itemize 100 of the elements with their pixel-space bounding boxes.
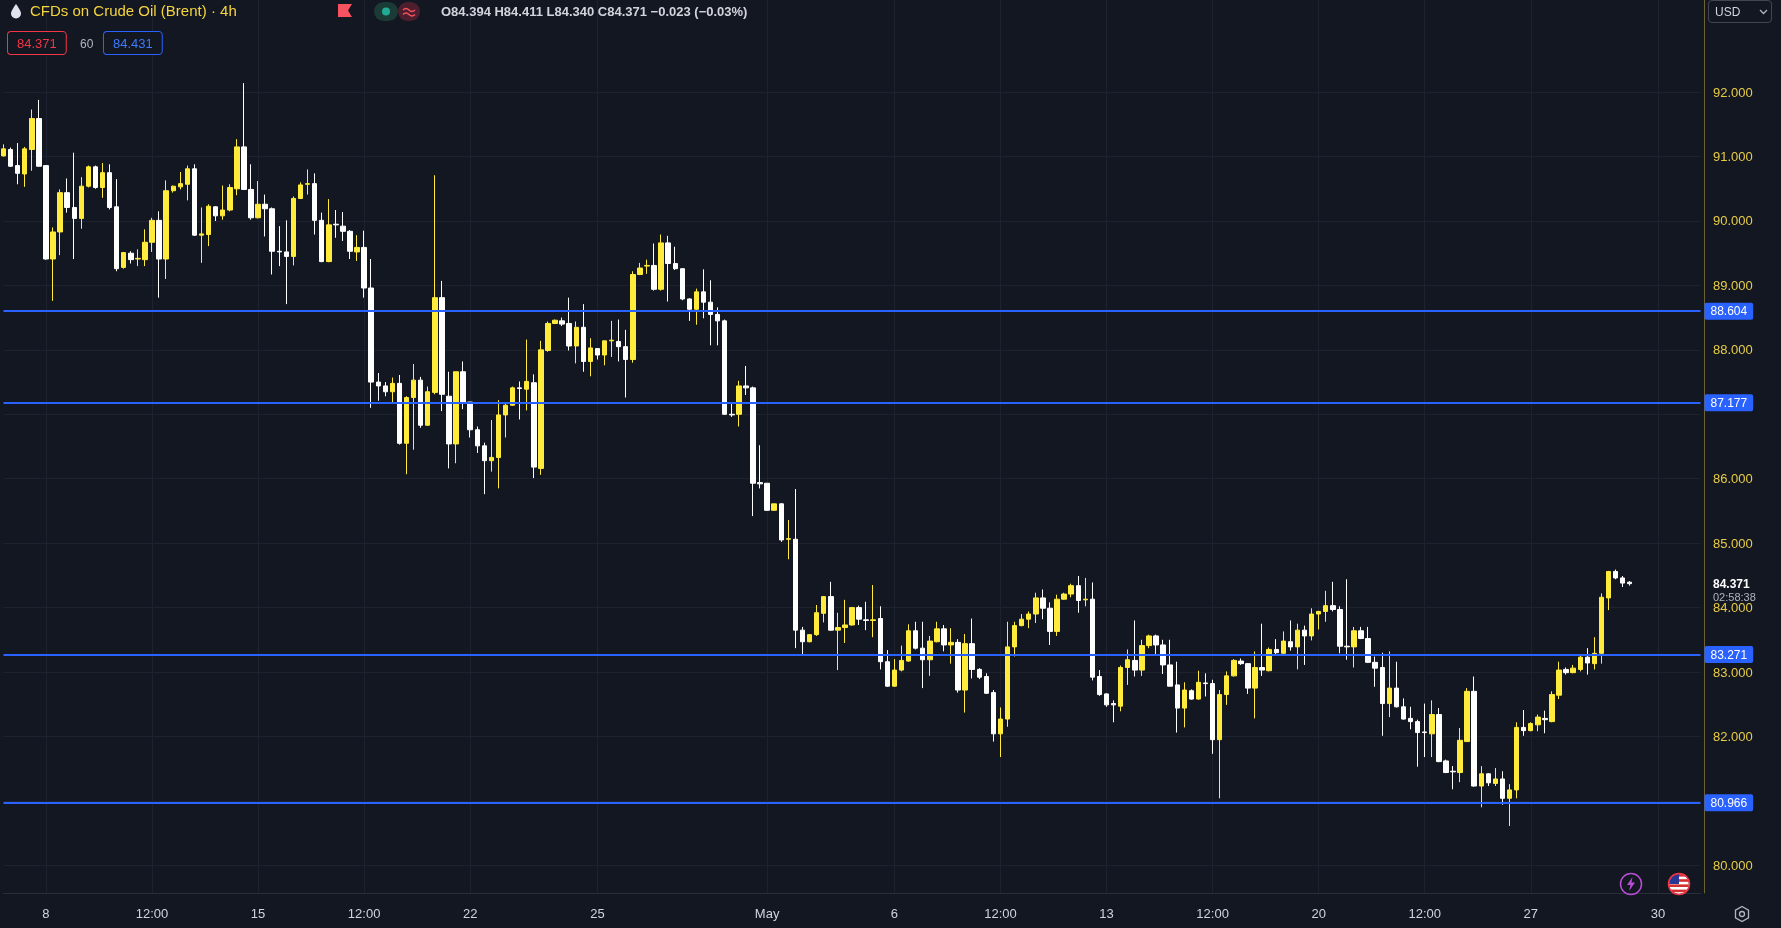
- x-tick-label: 8: [42, 906, 50, 921]
- candlestick: [1380, 652, 1385, 737]
- text: 02:58:38: [1713, 590, 1756, 603]
- candlestick: [86, 165, 91, 188]
- candlestick: [1019, 613, 1024, 627]
- candlestick: [496, 399, 501, 489]
- candlestick: [602, 340, 607, 366]
- candlestick: [1613, 569, 1618, 580]
- candlestick: [206, 203, 211, 247]
- candlestick: [1627, 580, 1632, 587]
- candlestick: [1111, 699, 1116, 723]
- candlestick: [1295, 623, 1300, 670]
- candlestick: [1012, 621, 1017, 658]
- candlestick: [1471, 676, 1477, 788]
- candlestick: [892, 658, 897, 688]
- candlestick: [722, 319, 727, 416]
- candlestick: [623, 329, 628, 399]
- candlestick: [432, 174, 438, 395]
- candlestick: [581, 303, 586, 373]
- y-tick-label: 92.000: [1713, 84, 1753, 100]
- candlestick: [390, 377, 395, 404]
- annotation: 60: [80, 37, 94, 51]
- candlestick: [376, 372, 381, 402]
- x-tick-label: 13: [1099, 906, 1114, 921]
- candlestick: [1125, 648, 1130, 686]
- candlestick: [736, 380, 742, 428]
- candlestick: [609, 320, 614, 358]
- candlestick: [354, 234, 360, 262]
- x-tick-label: 12:00: [1196, 906, 1229, 921]
- candlestick: [673, 246, 678, 271]
- candlestick: [178, 171, 183, 190]
- candlestick: [588, 337, 593, 377]
- candlestick: [1422, 703, 1427, 758]
- candlestick: [1599, 592, 1604, 665]
- candlestick: [1429, 699, 1435, 758]
- candlestick: [15, 142, 20, 185]
- candlestick: [220, 185, 225, 221]
- candlestick: [1090, 581, 1095, 681]
- candlestick: [72, 152, 77, 260]
- candlestick: [715, 306, 720, 346]
- candlestick: [1097, 669, 1102, 697]
- candlestick: [475, 426, 480, 454]
- x-tick-label: 15: [250, 906, 266, 921]
- candlestick: [128, 250, 134, 265]
- candlestick: [1394, 661, 1399, 708]
- candlestick: [786, 519, 791, 560]
- candlestick: [1182, 681, 1187, 728]
- candlestick: [8, 147, 13, 168]
- candlestick: [807, 633, 812, 643]
- x-tick-label: 25: [590, 906, 605, 921]
- candlestick: [1288, 619, 1293, 652]
- candlestick: [1132, 619, 1138, 678]
- candlestick: [1005, 621, 1010, 728]
- candlestick: [185, 165, 190, 201]
- candlestick: [729, 402, 735, 418]
- candlestick: [771, 503, 777, 512]
- candlestick: [821, 595, 826, 623]
- candlestick: [977, 667, 982, 680]
- annotation: 84.431: [113, 36, 153, 51]
- candlestick: [1118, 665, 1123, 712]
- x-tick-label: 20: [1311, 906, 1326, 921]
- candlestick: [312, 172, 317, 236]
- y-tick-label: 90.000: [1713, 213, 1753, 229]
- candlestick: [1274, 638, 1279, 657]
- candlestick: [701, 268, 706, 319]
- candlestick: [531, 373, 537, 479]
- x-tick-label: 6: [890, 906, 899, 921]
- y-tick-label: 83.000: [1713, 664, 1753, 680]
- candlestick: [453, 371, 459, 464]
- candlestick: [680, 268, 685, 301]
- candlestick: [1224, 670, 1229, 706]
- candlestick: [1076, 575, 1081, 614]
- candlestick: [800, 626, 805, 656]
- candlestick: [305, 168, 310, 196]
- candlestick: [439, 280, 445, 412]
- ref-line-label: 80.966: [1710, 795, 1748, 810]
- candlestick: [291, 196, 296, 266]
- candlestick: [192, 163, 197, 237]
- candlestick: [991, 689, 996, 743]
- candlestick: [1104, 692, 1109, 708]
- candlestick: [1570, 664, 1576, 674]
- candlestick: [948, 627, 954, 665]
- candlestick: [1542, 710, 1548, 734]
- candlestick: [1217, 689, 1222, 799]
- candlestick: [326, 198, 332, 263]
- candlestick: [503, 403, 508, 438]
- x-tick-label: 27: [1523, 906, 1539, 921]
- candlestick: [1281, 630, 1286, 656]
- y-tick-label: 88.000: [1713, 342, 1753, 358]
- candlestick: [1479, 765, 1484, 808]
- candlestick: [411, 363, 416, 451]
- candlestick: [694, 288, 699, 326]
- candlestick: [298, 181, 303, 200]
- x-tick-label: 12:00: [135, 906, 169, 921]
- candlestick: [906, 623, 911, 663]
- y-tick-label: 91.000: [1713, 149, 1753, 165]
- candlestick: [878, 605, 883, 670]
- candlestick: [1203, 672, 1208, 697]
- candlestick: [1521, 709, 1526, 737]
- candlestick: [383, 381, 388, 397]
